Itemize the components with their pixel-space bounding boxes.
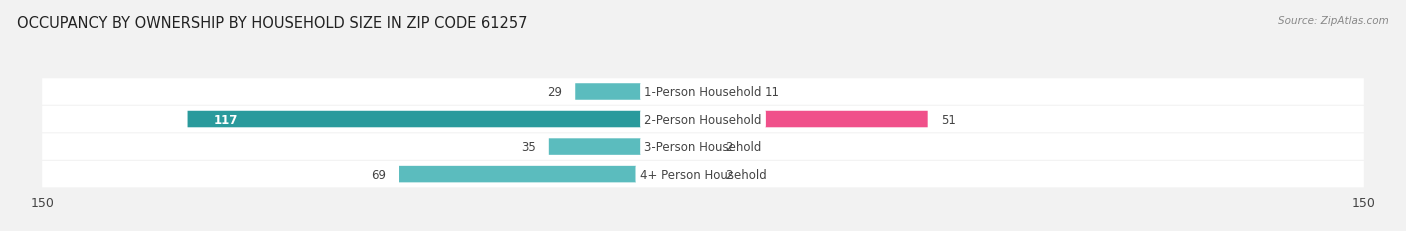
Text: 35: 35 — [520, 140, 536, 153]
FancyBboxPatch shape — [703, 166, 711, 182]
Text: 2: 2 — [725, 168, 733, 181]
FancyBboxPatch shape — [42, 134, 1364, 160]
Text: 117: 117 — [214, 113, 239, 126]
Text: 51: 51 — [941, 113, 956, 126]
FancyBboxPatch shape — [42, 79, 1364, 105]
FancyBboxPatch shape — [703, 139, 711, 155]
Text: OCCUPANCY BY OWNERSHIP BY HOUSEHOLD SIZE IN ZIP CODE 61257: OCCUPANCY BY OWNERSHIP BY HOUSEHOLD SIZE… — [17, 16, 527, 31]
FancyBboxPatch shape — [703, 84, 751, 100]
FancyBboxPatch shape — [575, 84, 703, 100]
Text: Source: ZipAtlas.com: Source: ZipAtlas.com — [1278, 16, 1389, 26]
FancyBboxPatch shape — [399, 166, 703, 182]
FancyBboxPatch shape — [548, 139, 703, 155]
Text: 1-Person Household: 1-Person Household — [644, 86, 762, 99]
Text: 11: 11 — [765, 86, 780, 99]
Text: 4+ Person Household: 4+ Person Household — [640, 168, 766, 181]
FancyBboxPatch shape — [187, 111, 703, 128]
Text: 3-Person Household: 3-Person Household — [644, 140, 762, 153]
Text: 69: 69 — [371, 168, 385, 181]
Text: 29: 29 — [547, 86, 562, 99]
FancyBboxPatch shape — [703, 111, 928, 128]
Text: 2: 2 — [725, 140, 733, 153]
FancyBboxPatch shape — [42, 161, 1364, 188]
FancyBboxPatch shape — [42, 106, 1364, 133]
Text: 2-Person Household: 2-Person Household — [644, 113, 762, 126]
